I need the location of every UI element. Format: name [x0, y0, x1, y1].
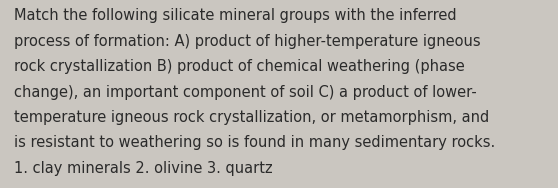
- Text: temperature igneous rock crystallization, or metamorphism, and: temperature igneous rock crystallization…: [14, 110, 489, 125]
- Text: is resistant to weathering so is found in many sedimentary rocks.: is resistant to weathering so is found i…: [14, 135, 495, 150]
- Text: change), an important component of soil C) a product of lower-: change), an important component of soil …: [14, 85, 477, 100]
- Text: Match the following silicate mineral groups with the inferred: Match the following silicate mineral gro…: [14, 8, 456, 24]
- Text: 1. clay minerals 2. olivine 3. quartz: 1. clay minerals 2. olivine 3. quartz: [14, 161, 272, 176]
- Text: rock crystallization B) product of chemical weathering (phase: rock crystallization B) product of chemi…: [14, 59, 465, 74]
- Text: process of formation: A) product of higher-temperature igneous: process of formation: A) product of high…: [14, 34, 480, 49]
